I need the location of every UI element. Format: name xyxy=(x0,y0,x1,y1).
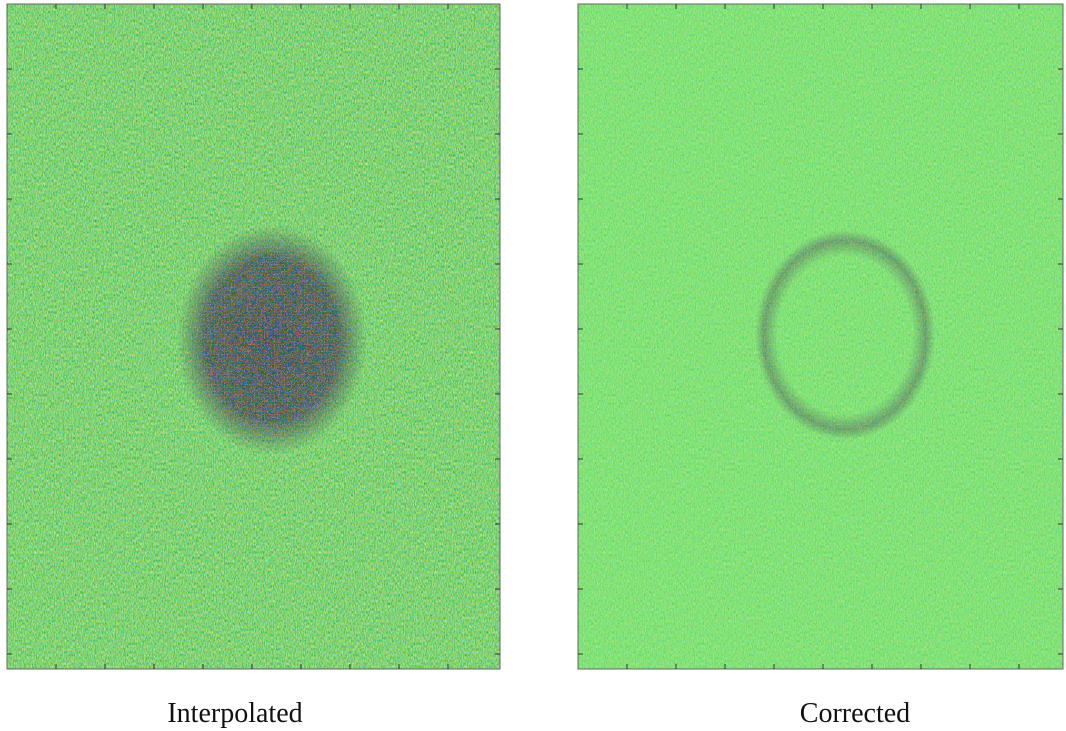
ticks xyxy=(7,4,1063,669)
caption: Interpolated xyxy=(167,698,302,729)
panel-frame xyxy=(577,3,1064,670)
caption: Corrected xyxy=(800,698,910,729)
heatmap-artifact xyxy=(7,4,500,669)
panel-right xyxy=(578,4,1063,669)
heatmap-artifact xyxy=(578,4,1063,669)
panel-frame xyxy=(6,3,501,670)
panel-left xyxy=(7,4,500,669)
